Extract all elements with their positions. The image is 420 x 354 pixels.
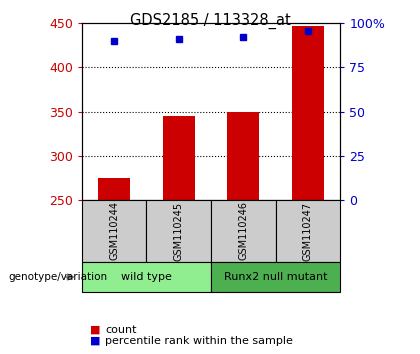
Text: GSM110244: GSM110244 [109,201,119,261]
Text: percentile rank within the sample: percentile rank within the sample [105,336,293,346]
Bar [227,112,260,200]
Bar [292,25,324,200]
Text: genotype/variation: genotype/variation [8,272,108,282]
Text: GSM110245: GSM110245 [174,201,184,261]
Text: GDS2185 / 113328_at: GDS2185 / 113328_at [130,12,290,29]
Text: ■: ■ [90,325,101,335]
Text: ■: ■ [90,336,101,346]
Text: wild type: wild type [121,272,172,282]
Text: Runx2 null mutant: Runx2 null mutant [224,272,327,282]
Text: count: count [105,325,136,335]
Text: GSM110247: GSM110247 [303,201,313,261]
Bar [163,116,195,200]
Text: GSM110246: GSM110246 [238,201,248,261]
Bar [98,178,130,200]
